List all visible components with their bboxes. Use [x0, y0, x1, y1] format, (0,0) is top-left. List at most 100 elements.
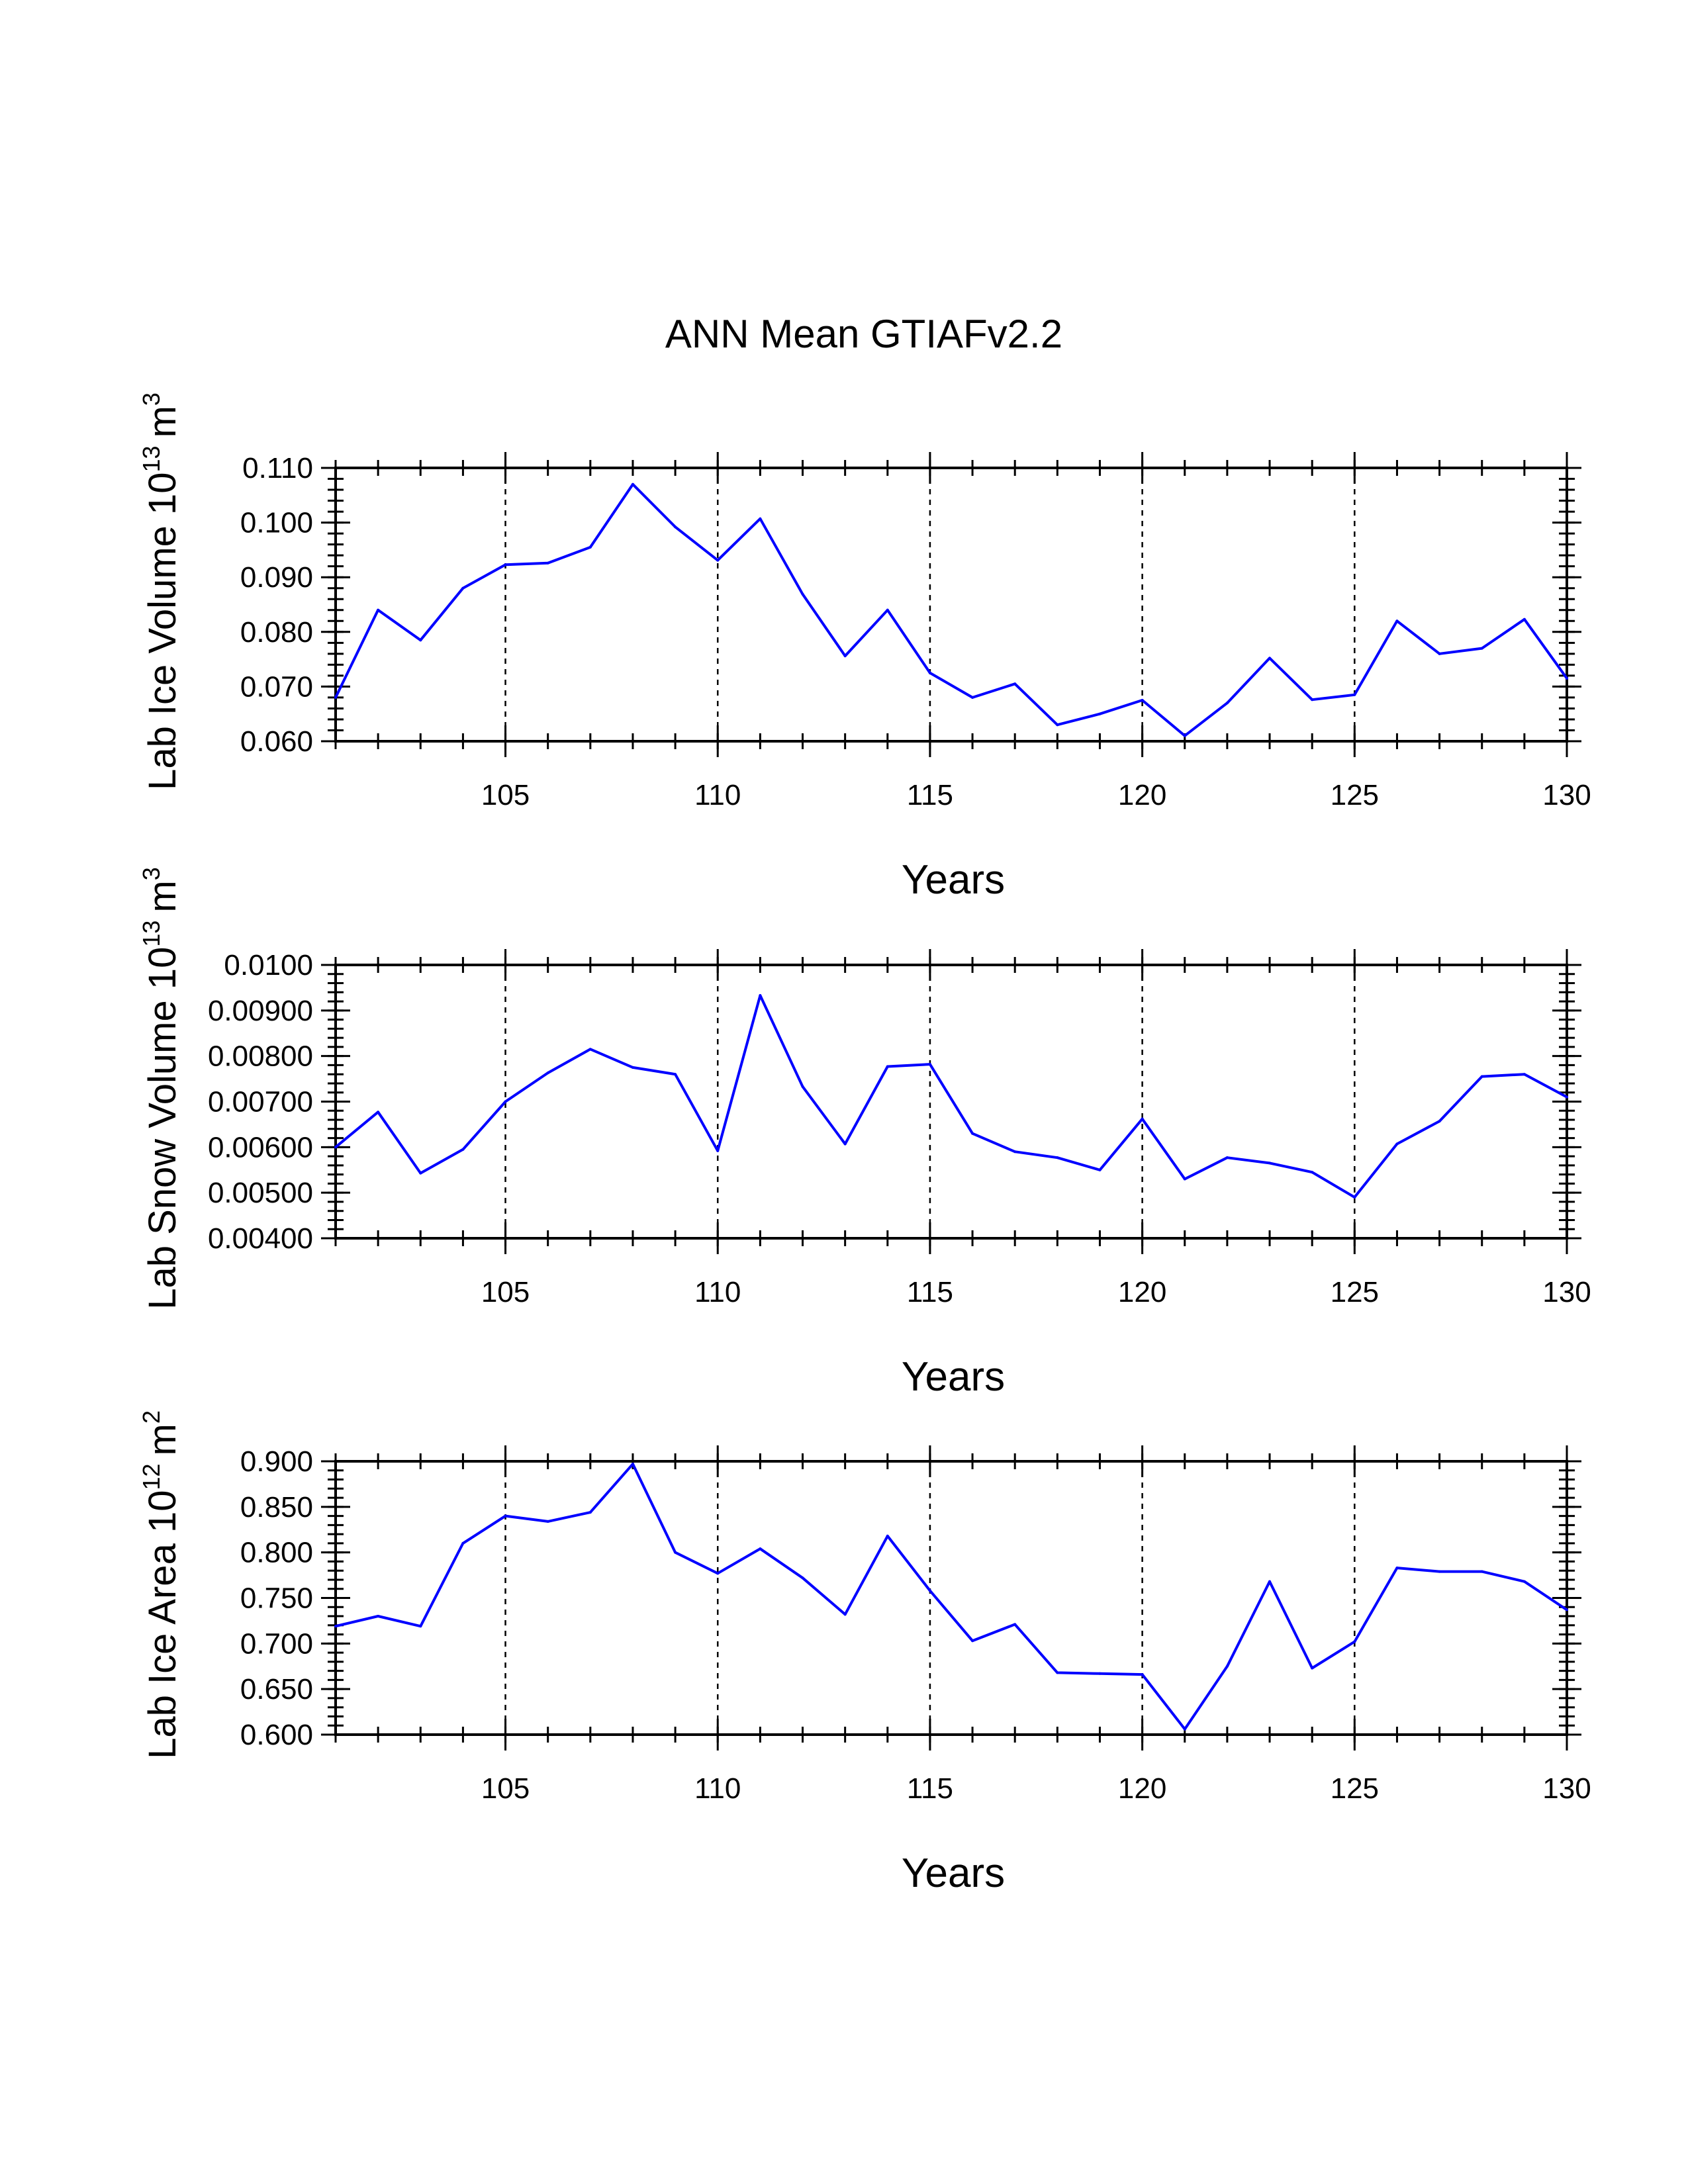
- data-point: [928, 671, 931, 674]
- y-axis-label-unit-exponent: 3: [138, 392, 165, 406]
- data-point: [461, 1148, 465, 1151]
- y-tick-label: 0.00600: [208, 1131, 313, 1163]
- data-point: [1523, 1580, 1526, 1583]
- data-point: [1395, 1142, 1399, 1146]
- data-point: [377, 608, 380, 612]
- data-point: [886, 608, 889, 612]
- data-point: [886, 1065, 889, 1068]
- data-point: [1141, 1673, 1144, 1676]
- data-point: [716, 1572, 720, 1575]
- data-point: [1268, 657, 1272, 660]
- figure-title: ANN Mean GTIAFv2.2: [665, 312, 1062, 356]
- data-point: [546, 1520, 549, 1523]
- data-point: [1311, 1666, 1314, 1670]
- y-tick-label: 0.700: [240, 1627, 313, 1660]
- data-point: [759, 1547, 762, 1551]
- data-point: [1566, 1608, 1568, 1612]
- data-point: [716, 1149, 720, 1152]
- data-point: [1056, 1671, 1059, 1674]
- data-point: [1056, 1156, 1059, 1160]
- data-point: [1438, 1120, 1441, 1123]
- x-tick-label: 125: [1331, 779, 1379, 811]
- data-point: [631, 1463, 634, 1466]
- y-tick-label: 0.00900: [208, 995, 313, 1027]
- data-point: [1183, 1727, 1186, 1731]
- x-tick-label: 115: [907, 1276, 953, 1308]
- data-point: [1311, 698, 1314, 702]
- data-point: [1566, 677, 1568, 680]
- y-axis-label-text: Lab Ice Volume 10: [141, 472, 184, 790]
- y-tick-label: 0.850: [240, 1491, 313, 1524]
- x-tick-label: 105: [481, 1772, 530, 1805]
- y-axis-label-exponent: 13: [138, 921, 165, 947]
- data-point: [461, 586, 465, 590]
- data-point: [1480, 1570, 1483, 1573]
- data-point: [1225, 1664, 1229, 1668]
- y-tick-label: 0.00700: [208, 1086, 313, 1118]
- y-axis-label-unit-exponent: 2: [138, 1410, 165, 1424]
- x-tick-label: 120: [1118, 1772, 1166, 1805]
- x-axis-label: Years: [902, 857, 1005, 903]
- plot-frame: [334, 467, 1568, 743]
- data-point: [1353, 1640, 1356, 1643]
- y-tick-label: 0.600: [240, 1719, 313, 1751]
- data-point: [504, 1514, 507, 1518]
- y-tick-label: 0.090: [240, 561, 313, 594]
- data-point: [631, 1066, 634, 1069]
- data-point: [1523, 1073, 1526, 1076]
- data-point: [1438, 1570, 1441, 1573]
- data-point: [504, 563, 507, 567]
- y-axis-label-unit: m: [141, 406, 184, 437]
- data-point: [1480, 1075, 1483, 1078]
- data-point: [334, 1146, 337, 1149]
- x-tick-label: 105: [481, 779, 530, 811]
- data-point: [1098, 1168, 1102, 1171]
- panels: 0.060 0.070 0.080 0.090 0.100 0.110 105 110 115 1…: [138, 392, 1591, 1896]
- data-point: [674, 1073, 677, 1076]
- x-tick-label: 115: [907, 779, 953, 811]
- chart-panel-2: 0.00400 0.00500 0.00600 0.00700 0.00800 0.009…: [138, 867, 1591, 1400]
- data-point: [419, 1171, 422, 1175]
- y-tick-label: 0.900: [240, 1445, 313, 1478]
- y-tick-label: 0.080: [240, 616, 313, 649]
- data-point: [588, 545, 592, 549]
- data-point: [971, 1132, 974, 1135]
- data-point: [1438, 652, 1441, 655]
- data-point: [1353, 1196, 1356, 1199]
- x-tick-label: 130: [1542, 1276, 1591, 1308]
- y-tick-label: 0.070: [240, 670, 313, 703]
- x-tick-label: 120: [1118, 1276, 1166, 1308]
- data-point: [759, 994, 762, 997]
- data-point: [419, 639, 422, 642]
- data-point: [1225, 1156, 1229, 1160]
- y-tick-label: 0.00500: [208, 1177, 313, 1209]
- plot-frame: [334, 1460, 1568, 1736]
- data-point: [419, 1625, 422, 1628]
- y-tick-label: 0.750: [240, 1582, 313, 1615]
- data-point: [971, 696, 974, 699]
- data-point: [1480, 647, 1483, 650]
- y-tick-label: 0.0100: [224, 949, 313, 981]
- data-point: [759, 517, 762, 520]
- data-point: [1523, 617, 1526, 621]
- plot-frame: [334, 964, 1568, 1240]
- data-point: [1395, 1567, 1399, 1570]
- chart-panel-1: 0.060 0.070 0.080 0.090 0.100 0.110 105 110 115 1…: [138, 392, 1591, 903]
- data-point: [1141, 699, 1144, 702]
- data-point: [843, 1142, 847, 1146]
- data-point: [1183, 734, 1186, 737]
- y-axis-label-unit: m: [141, 880, 184, 912]
- data-point: [886, 1534, 889, 1537]
- y-axis-label-exponent: 12: [138, 1464, 165, 1490]
- x-tick-label: 125: [1331, 1772, 1379, 1805]
- y-axis-label-unit: m: [141, 1424, 184, 1455]
- data-point: [843, 655, 847, 658]
- data-point: [588, 1048, 592, 1051]
- y-axis-label: Lab Ice Area 1012 m2: [138, 1410, 184, 1759]
- data-point: [334, 1625, 337, 1628]
- data-point: [1225, 702, 1229, 705]
- data-point: [1395, 619, 1399, 623]
- y-tick-label: 0.650: [240, 1673, 313, 1706]
- data-point: [801, 1576, 804, 1580]
